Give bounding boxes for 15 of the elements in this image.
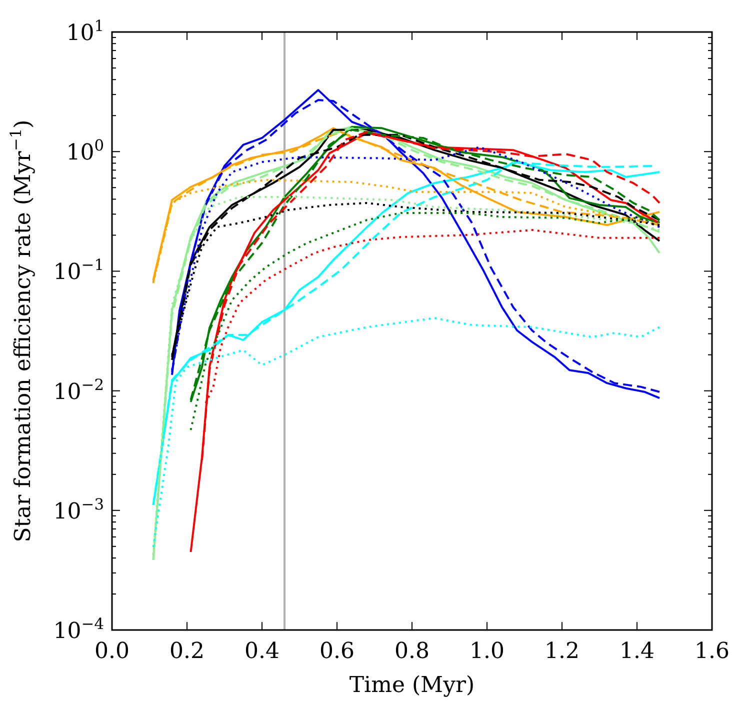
x-tick-label: 0.6: [320, 639, 354, 664]
x-tick-label: 0.4: [244, 639, 280, 664]
x-axis-title: Time (Myr): [349, 673, 475, 698]
y-tick-label: 10$^{1}$: [66, 17, 104, 46]
y-tick-label: 10$^{−1}$: [53, 256, 104, 286]
x-tick-label: 0.2: [170, 639, 204, 664]
x-tick-label: 0.8: [394, 639, 430, 664]
x-tick-label: 0.0: [94, 639, 130, 664]
x-tick-label: 1.6: [694, 639, 730, 664]
x-tick-label: 1.0: [470, 639, 504, 664]
y-tick-label: 10$^{−2}$: [53, 376, 104, 405]
y-tick-label: 10$^{0}$: [66, 136, 104, 166]
x-tick-label: 1.2: [544, 639, 580, 664]
y-tick-label: 10$^{−3}$: [53, 495, 104, 524]
x-tick-label: 1.4: [620, 639, 654, 664]
